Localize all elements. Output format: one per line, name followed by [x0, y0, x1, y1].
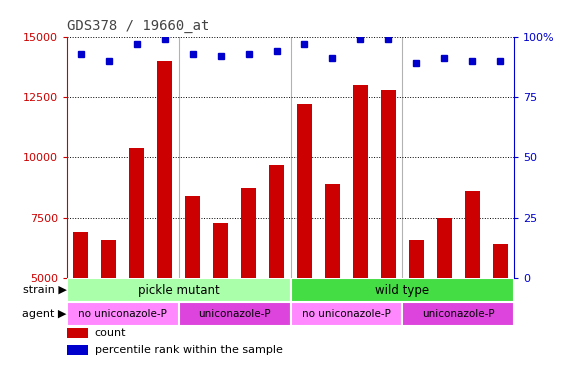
Bar — [290, 302, 403, 326]
Bar — [325, 184, 340, 366]
Bar — [67, 345, 88, 355]
Bar — [353, 85, 368, 366]
Text: no uniconazole-P: no uniconazole-P — [78, 309, 167, 319]
Text: uniconazole-P: uniconazole-P — [422, 309, 494, 319]
Bar — [179, 302, 290, 326]
Bar — [67, 328, 88, 338]
Bar — [465, 191, 480, 366]
Bar — [408, 239, 424, 366]
Bar — [67, 302, 179, 326]
Bar — [241, 187, 256, 366]
Bar — [290, 278, 514, 302]
Text: GDS378 / 19660_at: GDS378 / 19660_at — [67, 19, 209, 33]
Bar — [381, 90, 396, 366]
Text: count: count — [95, 328, 126, 338]
Bar — [67, 278, 290, 302]
Bar — [297, 104, 312, 366]
Bar — [436, 218, 452, 366]
Bar — [157, 61, 173, 366]
Bar — [493, 244, 508, 366]
Text: pickle mutant: pickle mutant — [138, 284, 220, 296]
Bar — [403, 302, 514, 326]
Text: agent ▶: agent ▶ — [23, 309, 67, 319]
Text: strain ▶: strain ▶ — [23, 285, 67, 295]
Bar — [101, 239, 116, 366]
Bar — [129, 148, 145, 366]
Text: wild type: wild type — [375, 284, 429, 296]
Text: percentile rank within the sample: percentile rank within the sample — [95, 345, 282, 355]
Bar — [213, 223, 228, 366]
Bar — [185, 196, 200, 366]
Bar — [269, 165, 284, 366]
Text: uniconazole-P: uniconazole-P — [198, 309, 271, 319]
Text: no uniconazole-P: no uniconazole-P — [302, 309, 391, 319]
Bar — [73, 232, 88, 366]
